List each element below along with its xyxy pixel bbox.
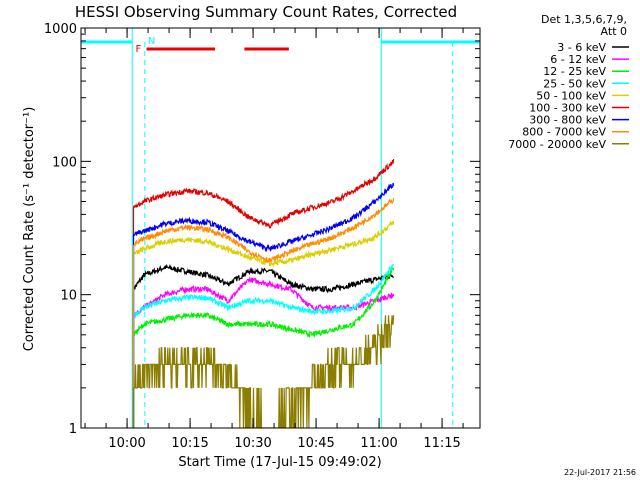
chart-title: HESSI Observing Summary Count Rates, Cor… bbox=[75, 3, 457, 21]
legend-header: Det 1,3,5,6,7,9, bbox=[541, 13, 627, 26]
legend-entry-label: 50 - 100 keV bbox=[536, 89, 606, 102]
series-line bbox=[132, 198, 395, 428]
legend-header: Att 0 bbox=[601, 25, 627, 38]
legend-entry-label: 100 - 300 keV bbox=[529, 102, 606, 115]
y-tick-label: 1000 bbox=[44, 22, 77, 37]
y-tick-label: 100 bbox=[52, 155, 77, 170]
legend-entry-label: 25 - 50 keV bbox=[543, 77, 606, 90]
series-line bbox=[132, 159, 395, 428]
series-line bbox=[132, 267, 395, 428]
plot-frame bbox=[80, 27, 481, 429]
x-tick-label: 10:45 bbox=[297, 436, 334, 451]
timestamp: 22-Jul-2017 21:56 bbox=[564, 468, 636, 477]
series-line bbox=[132, 220, 395, 428]
legend-entry-label: 12 - 25 keV bbox=[543, 65, 606, 78]
series-group bbox=[132, 159, 395, 428]
series-line bbox=[132, 182, 395, 428]
y-tick-label: 1 bbox=[69, 422, 77, 437]
legend-entry-label: 800 - 7000 keV bbox=[522, 126, 606, 139]
x-tick-label: 10:30 bbox=[234, 436, 271, 451]
x-tick-label: 11:00 bbox=[360, 436, 397, 451]
y-tick-label: 10 bbox=[60, 289, 77, 304]
flare-flag-label: F bbox=[136, 44, 142, 55]
plot-area: NF 1 10 100 1000 10:00 10:15 10:30 10:45 11:00 11:… bbox=[44, 22, 481, 451]
series-line bbox=[132, 263, 394, 428]
x-tick-label: 10:00 bbox=[108, 436, 145, 451]
legend-entry-label: 6 - 12 keV bbox=[550, 53, 606, 66]
legend-entry-label: 3 - 6 keV bbox=[557, 41, 606, 54]
x-axis-label: Start Time (17-Jul-15 09:49:02) bbox=[178, 455, 381, 470]
x-tick-label: 10:15 bbox=[171, 436, 208, 451]
series-line bbox=[132, 315, 395, 428]
legend-entry-label: 7000 - 20000 keV bbox=[508, 138, 606, 151]
legend-entry-label: 300 - 800 keV bbox=[529, 114, 606, 127]
series-line bbox=[132, 263, 394, 428]
night-flag-label: N bbox=[148, 36, 155, 47]
y-axis-label: Corrected Count Rate (s⁻¹ detector⁻¹) bbox=[22, 107, 37, 352]
x-tick-label: 11:15 bbox=[423, 436, 460, 451]
